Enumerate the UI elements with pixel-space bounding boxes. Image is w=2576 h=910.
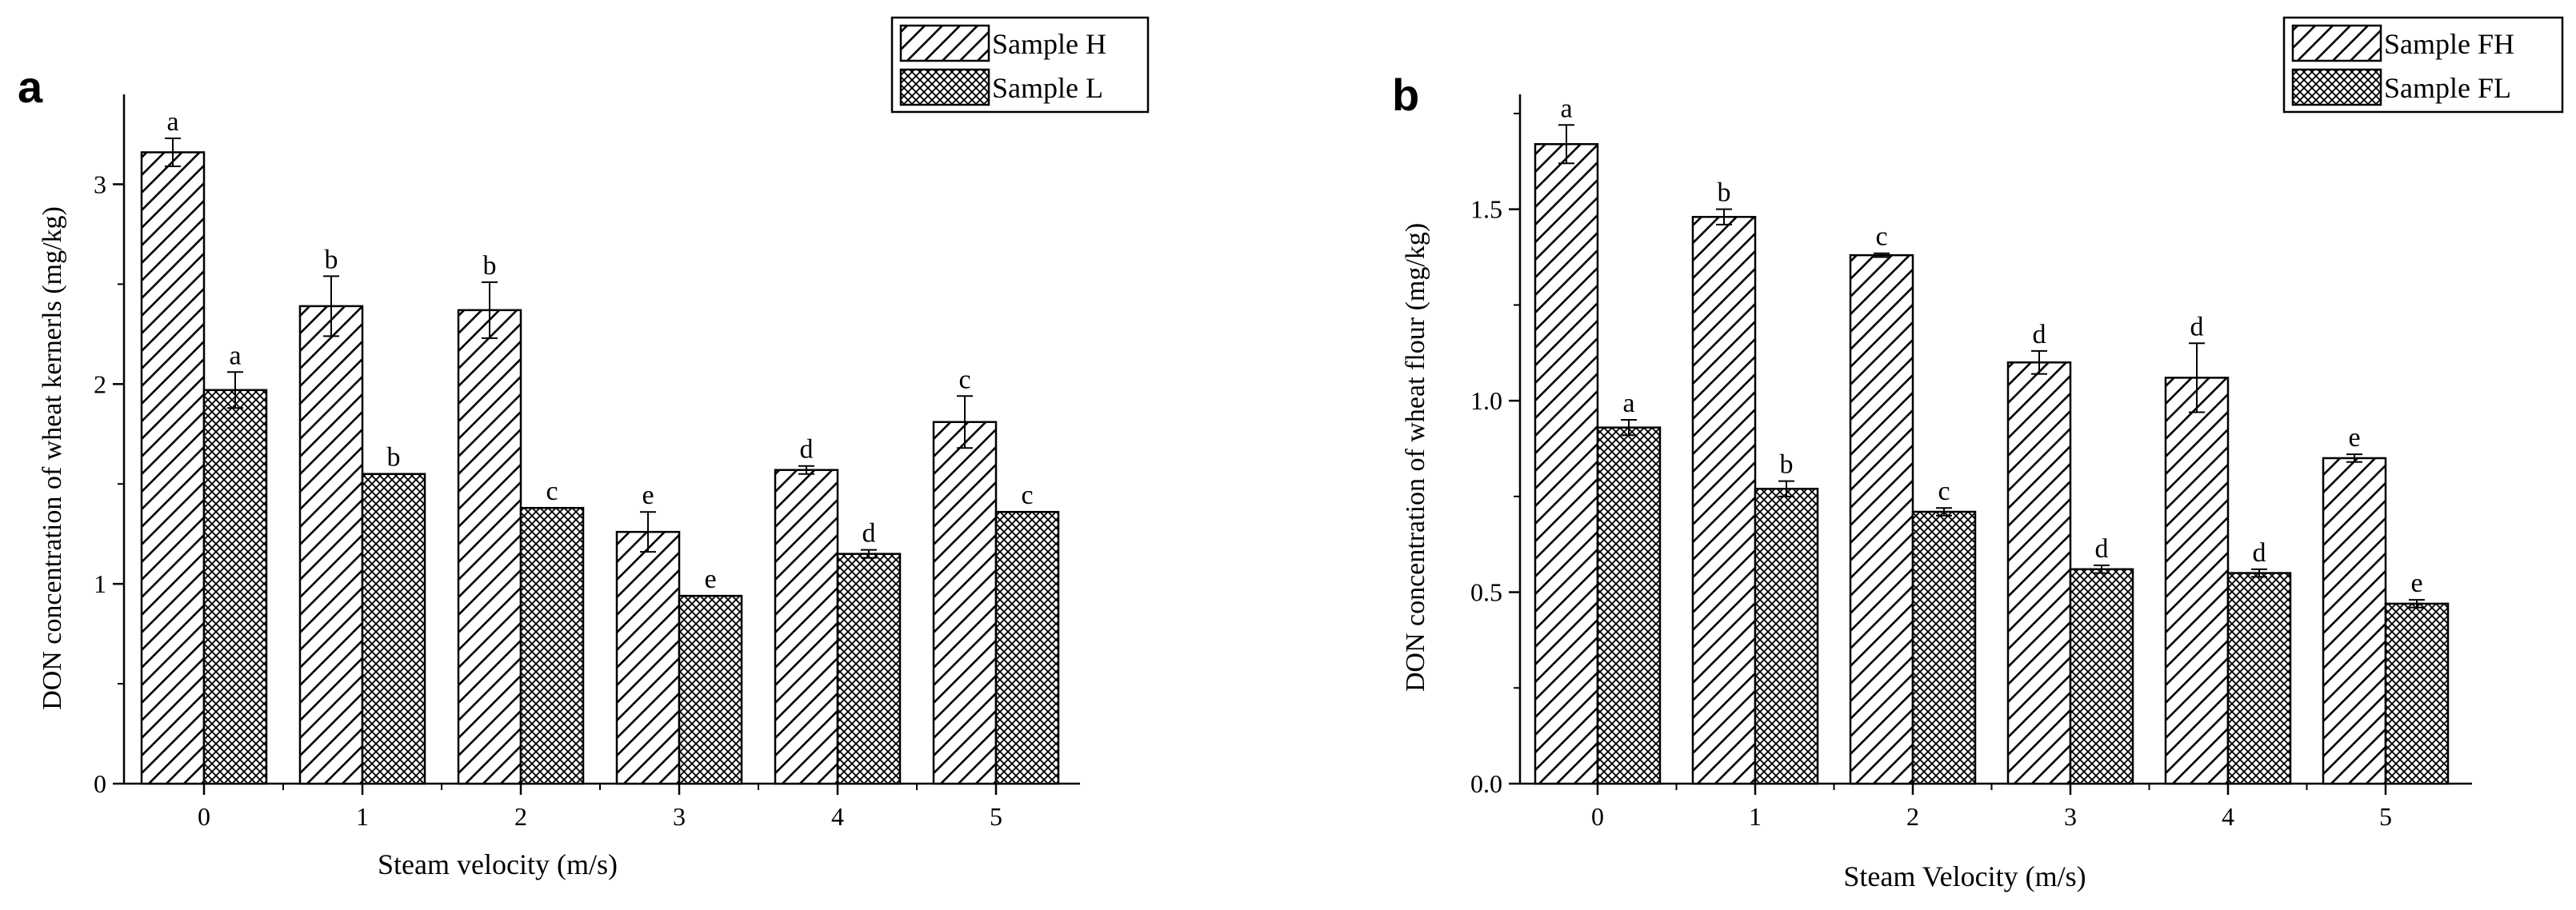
legend-label-sample-h: Sample H (992, 28, 1106, 60)
panel-a: a 0 1 2 3 0 1 2 3 4 5 a b b e d c a b c e d c Steam velocity … (18, 16, 1150, 880)
chart-b-legend: Sample FH Sample FL (2282, 16, 2564, 114)
legend-swatch-sample-fh (2291, 24, 2382, 62)
panel-label-a: a (18, 62, 43, 112)
chart-b-x-tick-label: 0 (1591, 802, 1604, 831)
chart-b-significance-letter: e (2410, 569, 2422, 598)
chart-a-bar-h (457, 309, 522, 785)
chart-b-x-tick-label: 2 (1906, 802, 1919, 831)
chart-a-x-tick-label: 4 (831, 802, 844, 831)
chart-a-bar-l (519, 506, 585, 785)
chart-a-significance-letter: d (800, 435, 814, 465)
chart-a-bar-h (140, 151, 206, 785)
chart-a-bar-l (836, 553, 902, 785)
chart-a-bar-l (361, 473, 426, 785)
chart-b-bar-l (2384, 602, 2450, 785)
chart-a-bar-h (615, 530, 681, 785)
chart-a-x-tick-label: 1 (356, 802, 369, 831)
chart-b-bar-l (2069, 568, 2134, 785)
chart-b-significance-letter: c (1938, 477, 1950, 506)
chart-b-y-tick-label: 1.5 (1470, 195, 1502, 224)
chart-a-legend: Sample H Sample L (890, 16, 1150, 114)
chart-a-y-tick-label: 2 (94, 369, 106, 398)
chart-a-x-tick-label: 2 (514, 802, 527, 831)
chart-b-significance-letter: d (2190, 312, 2204, 341)
chart-a-significance-letter: b (387, 443, 401, 473)
chart-b-bar-h (2164, 377, 2230, 785)
chart-a-x-tick-label: 5 (990, 802, 1002, 831)
chart-a-bar-h (774, 469, 839, 785)
chart-a-significance-letter: d (862, 519, 876, 549)
chart-b-y-tick-label: 0.5 (1470, 578, 1502, 607)
chart-b-significance-letter: a (1622, 389, 1634, 418)
legend-label-sample-fl: Sample FL (2384, 72, 2511, 104)
chart-a-bar-l (678, 594, 743, 785)
chart-b-significance-letter: e (2348, 423, 2360, 453)
chart-a-ylabel: DON concentration of wheat kernerls (mg/… (38, 206, 67, 710)
chart-a-y-tick-label: 1 (94, 569, 106, 598)
chart-a-significance-letter: b (483, 251, 497, 281)
chart-b-bar-h (1534, 143, 1599, 785)
chart-b-xlabel: Steam Velocity (m/s) (1843, 860, 2086, 892)
chart-b-bar-h (1691, 215, 1757, 785)
panel-label-b: b (1392, 70, 1419, 120)
chart-a-bar-l (202, 389, 268, 785)
chart-a-significance-letter: a (166, 107, 178, 137)
chart-b-significance-letter: b (1780, 450, 1794, 480)
chart-a-bar-l (994, 510, 1060, 785)
chart-a-xlabel: Steam velocity (m/s) (378, 848, 618, 880)
chart-b-x-tick-label: 1 (1749, 802, 1762, 831)
chart-a-y-tick-label: 0 (94, 769, 106, 798)
chart-b-significance-letter: c (1875, 222, 1887, 252)
legend-swatch-sample-h (899, 24, 990, 62)
chart-a-bar-h (298, 305, 364, 785)
chart-b-bar-h (2006, 361, 2072, 785)
chart-b-bar-l (1596, 426, 1662, 785)
chart-b-significance-letter: b (1718, 178, 1731, 208)
chart-b-significance-letter: a (1560, 94, 1572, 123)
chart-b-y-tick-label: 0.0 (1470, 769, 1502, 798)
chart-b-significance-letter: d (2095, 534, 2109, 564)
chart-b-bar-h (1849, 253, 1914, 785)
chart-b-x-tick-label: 3 (2064, 802, 2077, 831)
chart-a-y-tick-label: 3 (94, 170, 106, 198)
legend-swatch-sample-l (899, 68, 990, 106)
chart-a-significance-letter: e (642, 481, 654, 510)
chart-b-y-tick-label: 1.0 (1470, 386, 1502, 415)
chart-a-significance-letter: c (958, 365, 970, 394)
chart-a-significance-letter: e (704, 565, 716, 594)
panel-b: b 0.0 0.5 1.0 1.5 0 1 2 3 4 5 a b c d d e a b c d d e Steam V… (1392, 16, 2564, 892)
chart-b-x-tick-label: 5 (2379, 802, 2392, 831)
chart-b-ylabel: DON concentration of wheat flour (mg/kg) (1401, 223, 1430, 692)
chart-a-significance-letter: b (325, 245, 338, 274)
legend-label-sample-l: Sample L (992, 72, 1103, 104)
chart-b-bar-h (2322, 457, 2387, 785)
chart-b-bar-l (1754, 488, 1819, 785)
chart-b-significance-letter: d (2253, 538, 2266, 568)
legend-swatch-sample-fl (2291, 68, 2382, 106)
chart-a-significance-letter: a (229, 341, 241, 370)
chart-a-x-tick-label: 0 (198, 802, 210, 831)
chart-a-plot: 0 1 2 3 0 1 2 3 4 5 a b b e d c a b c e d c (94, 94, 1080, 831)
chart-b-plot: 0.0 0.5 1.0 1.5 0 1 2 3 4 5 a b c d d e a b c d d e (1470, 94, 2472, 831)
chart-a-bar-h (932, 421, 998, 785)
chart-a-significance-letter: c (1021, 481, 1033, 510)
chart-b-bar-l (1911, 510, 1977, 785)
legend-label-sample-fh: Sample FH (2384, 28, 2514, 60)
chart-a-significance-letter: c (546, 477, 558, 506)
chart-b-x-tick-label: 4 (2222, 802, 2234, 831)
chart-b-bar-l (2226, 572, 2292, 785)
chart-b-significance-letter: d (2033, 320, 2046, 349)
chart-a-x-tick-label: 3 (673, 802, 686, 831)
